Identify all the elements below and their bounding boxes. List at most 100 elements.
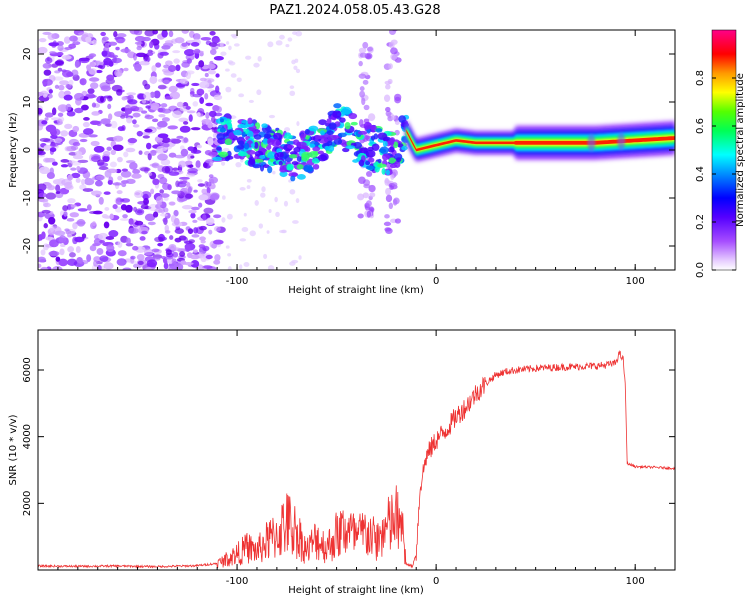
heatmap-speckle — [267, 41, 274, 48]
heatmap-speckle — [123, 151, 129, 158]
heatmap-speckle — [86, 254, 92, 263]
heatmap-speckle — [77, 159, 89, 163]
heatmap-speckle — [62, 205, 69, 212]
heatmap-speckle — [284, 127, 291, 132]
heatmap-speckle — [113, 31, 118, 38]
heatmap-speckle — [114, 69, 123, 77]
heatmap-speckle — [60, 159, 70, 163]
heatmap-speckle — [246, 178, 252, 183]
heatmap-speckle — [366, 170, 373, 177]
heatmap-speckle — [61, 55, 72, 60]
heatmap-speckle — [213, 239, 224, 245]
heatmap-cell — [301, 154, 310, 162]
heatmap-speckle — [256, 89, 262, 96]
heatmap-speckle — [172, 251, 179, 258]
heatmap-speckle — [150, 188, 155, 195]
heatmap-speckle — [181, 204, 193, 210]
heatmap-speckle — [52, 266, 63, 270]
heatmap-cell — [247, 117, 253, 125]
heatmap-speckle — [179, 125, 191, 133]
heatmap-speckle — [358, 176, 366, 184]
heatmap-speckle — [103, 191, 111, 195]
heatmap-speckle — [195, 64, 200, 71]
heatmap-speckle — [267, 265, 275, 270]
heatmap-speckle — [180, 148, 189, 157]
heatmap-cell — [385, 154, 391, 159]
heatmap-speckle — [388, 30, 396, 35]
colorbar-label: Normalized spectral amplitude — [735, 73, 746, 227]
heatmap-speckle — [38, 124, 43, 131]
heatmap-cell — [241, 131, 246, 138]
heatmap-speckle — [75, 221, 86, 225]
heatmap-speckle — [109, 213, 114, 220]
heatmap-cell — [393, 141, 399, 149]
heatmap-speckle — [86, 65, 92, 72]
heatmap-speckle — [66, 71, 74, 77]
heatmap-speckle — [111, 84, 123, 92]
heatmap-speckle — [134, 41, 143, 45]
spectrogram-y-tick-label: 10 — [22, 96, 33, 109]
heatmap-speckle — [209, 161, 214, 167]
heatmap-speckle — [173, 217, 180, 226]
heatmap-speckle — [239, 187, 246, 191]
heatmap-speckle — [289, 189, 296, 195]
heatmap-speckle — [163, 262, 169, 270]
heatmap-speckle — [60, 105, 66, 113]
heatmap-cell — [308, 125, 319, 132]
heatmap-speckle — [358, 73, 367, 79]
colorbar-tick-label: 0.8 — [695, 70, 706, 86]
heatmap-cell — [279, 167, 287, 173]
heatmap-speckle — [179, 78, 189, 85]
spectrogram-y-tick-label: -10 — [22, 190, 33, 206]
heatmap-speckle — [121, 183, 127, 188]
heatmap-cell — [289, 154, 298, 159]
heatmap-speckle — [44, 57, 53, 64]
heatmap-speckle — [115, 36, 126, 44]
heatmap-cell — [359, 147, 369, 154]
heatmap-speckle — [126, 92, 137, 96]
heatmap-speckle — [74, 60, 80, 69]
heatmap-speckle — [295, 30, 303, 37]
heatmap-speckle — [136, 253, 145, 261]
colorbar-tick-label: 0.2 — [695, 214, 706, 230]
heatmap-speckle — [205, 111, 210, 120]
heatmap-speckle — [228, 45, 232, 51]
heatmap-speckle — [232, 34, 238, 39]
heatmap-cell — [286, 163, 294, 171]
heatmap-speckle — [89, 244, 97, 252]
heatmap-cell — [381, 167, 386, 175]
heatmap-cell — [377, 163, 387, 168]
heatmap-speckle — [58, 84, 65, 91]
heatmap-speckle — [51, 161, 58, 166]
heatmap-speckle — [183, 137, 189, 143]
heatmap-cell — [262, 138, 269, 145]
heatmap-speckle — [106, 168, 118, 174]
snr-y-label: SNR (10 * v/v) — [8, 414, 19, 485]
heatmap-speckle — [291, 259, 299, 264]
heatmap-speckle — [89, 210, 100, 215]
heatmap-cell — [327, 145, 335, 152]
heatmap-speckle — [45, 236, 54, 241]
heatmap-cell — [365, 165, 376, 170]
heatmap-speckle — [139, 236, 146, 241]
heatmap-speckle — [97, 64, 103, 69]
heatmap-speckle — [72, 125, 80, 133]
heatmap-speckle — [48, 216, 56, 225]
heatmap-speckle — [258, 223, 264, 229]
heatmap-speckle — [38, 107, 43, 115]
heatmap-cell — [309, 143, 316, 148]
heatmap-speckle — [293, 65, 298, 71]
heatmap-speckle — [362, 79, 369, 85]
heatmap-speckle — [125, 160, 136, 164]
heatmap-speckle — [144, 114, 154, 120]
heatmap-speckle — [98, 196, 104, 205]
heatmap-speckle — [82, 121, 90, 128]
heatmap-cell — [375, 128, 383, 133]
heatmap-cell — [382, 136, 389, 142]
heatmap-speckle — [43, 223, 48, 229]
heatmap-speckle — [110, 120, 118, 129]
heatmap-speckle — [204, 93, 209, 100]
heatmap-speckle — [206, 266, 217, 270]
heatmap-cell — [236, 144, 245, 150]
